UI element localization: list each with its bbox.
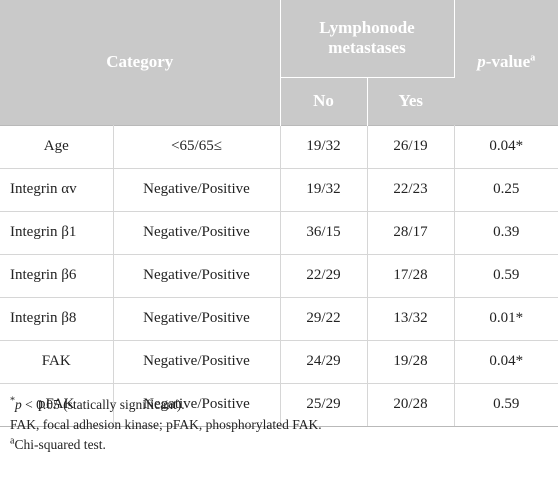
table-row: FAK Negative/Positive 24/29 19/28 0.04*	[0, 340, 558, 384]
header-lymph-line2: metastases	[328, 38, 406, 58]
row-yes: 20/28	[367, 383, 455, 427]
row-yes: 22/23	[367, 168, 455, 212]
table-row: Integrin β8 Negative/Positive 29/22 13/3…	[0, 297, 558, 341]
table-row: pFAK Negative/Positive 25/29 20/28 0.59	[0, 383, 558, 427]
header-no: No	[280, 77, 368, 125]
footnote-test: aChi-squared test.	[10, 435, 322, 455]
table-row: Integrin β1 Negative/Positive 36/15 28/1…	[0, 211, 558, 255]
row-pvalue: 0.39	[454, 211, 558, 255]
row-yes: 13/32	[367, 297, 455, 341]
row-no: 19/32	[280, 124, 368, 169]
row-group: Negative/Positive	[113, 340, 281, 384]
results-table: Category Lymphonode metastases p-valuea …	[0, 0, 558, 427]
header-pvalue-rest: -value	[485, 52, 531, 72]
footnote-p: p	[15, 397, 22, 412]
row-group: Negative/Positive	[113, 168, 281, 212]
table-row: Integrin β6 Negative/Positive 22/29 17/2…	[0, 254, 558, 298]
row-no: 36/15	[280, 211, 368, 255]
row-pvalue: 0.01*	[454, 297, 558, 341]
row-name: Integrin β8	[0, 297, 114, 341]
row-no: 24/29	[280, 340, 368, 384]
table-row: Integrin αv Negative/Positive 19/32 22/2…	[0, 168, 558, 212]
row-yes: 28/17	[367, 211, 455, 255]
row-yes: 17/28	[367, 254, 455, 298]
row-name: FAK	[0, 340, 114, 384]
row-no: 25/29	[280, 383, 368, 427]
row-pvalue: 0.04*	[454, 124, 558, 169]
row-yes: 26/19	[367, 124, 455, 169]
row-group: Negative/Positive	[113, 254, 281, 298]
header-lymph-line1: Lymphonode	[319, 18, 415, 38]
row-name: pFAK	[0, 383, 114, 427]
table-header: Category Lymphonode metastases p-valuea …	[0, 0, 558, 125]
footnote-asterisk: *	[10, 395, 15, 407]
header-pvalue-sup: a	[530, 52, 536, 64]
row-pvalue: 0.59	[454, 383, 558, 427]
row-pvalue: 0.04*	[454, 340, 558, 384]
footnote-test-text: Chi-squared test.	[14, 437, 106, 452]
row-pvalue: 0.59	[454, 254, 558, 298]
row-no: 29/22	[280, 297, 368, 341]
table-row: Age <65/65≤ 19/32 26/19 0.04*	[0, 124, 558, 169]
table-body: Age <65/65≤ 19/32 26/19 0.04* Integrin α…	[0, 124, 558, 427]
row-group: Negative/Positive	[113, 211, 281, 255]
header-pvalue-p: p	[477, 52, 486, 72]
row-group: <65/65≤	[113, 124, 281, 169]
row-name: Integrin αv	[0, 168, 114, 212]
header-category: Category	[0, 0, 281, 125]
row-name: Integrin β1	[0, 211, 114, 255]
row-yes: 19/28	[367, 340, 455, 384]
footnote-abbreviations: FAK, focal adhesion kinase; pFAK, phosph…	[10, 417, 322, 432]
row-no: 19/32	[280, 168, 368, 212]
row-pvalue: 0.25	[454, 168, 558, 212]
row-no: 22/29	[280, 254, 368, 298]
header-pvalue: p-valuea	[454, 0, 558, 125]
table-footnotes: *p < 0.05 (statically significant). FAK,…	[10, 395, 322, 455]
footnote-significance: *p < 0.05 (statically significant).	[10, 395, 322, 415]
footnote-significance-text: < 0.05 (statically significant).	[21, 397, 185, 412]
row-group: Negative/Positive	[113, 297, 281, 341]
header-yes: Yes	[367, 77, 454, 125]
row-name: Age	[0, 124, 114, 169]
footnote-a: a	[10, 435, 15, 447]
header-lymphonode-metastases: Lymphonode metastases	[280, 0, 455, 78]
row-name: Integrin β6	[0, 254, 114, 298]
row-group: Negative/Positive	[113, 383, 281, 427]
